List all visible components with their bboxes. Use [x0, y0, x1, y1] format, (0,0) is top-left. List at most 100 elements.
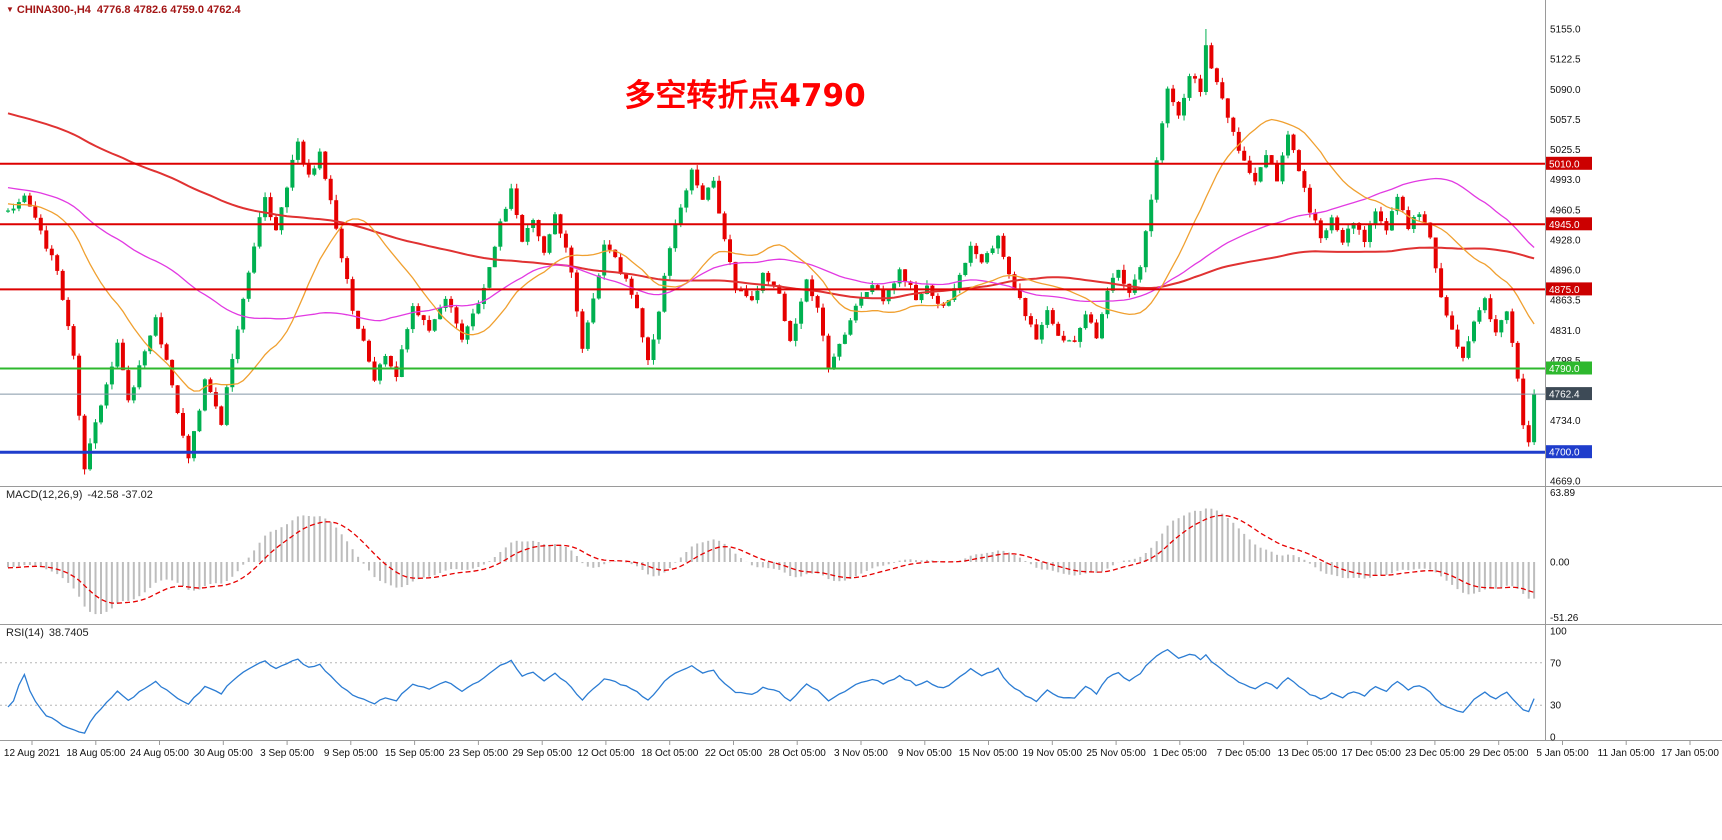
candle-body: [421, 315, 426, 320]
candle-body: [574, 272, 579, 312]
candle-body: [842, 334, 847, 344]
candles: [6, 29, 1537, 475]
time-label: 12 Aug 2021: [4, 748, 61, 759]
candle-body: [1379, 211, 1383, 222]
candle-body: [602, 244, 607, 276]
candle-body: [1231, 117, 1236, 132]
candle-body: [498, 221, 503, 247]
candle-body: [334, 200, 339, 229]
candle-body: [1171, 88, 1176, 103]
candle-body: [1105, 290, 1110, 315]
time-label: 22 Oct 05:00: [705, 748, 763, 759]
candle-body: [399, 349, 404, 377]
candle-body: [481, 287, 486, 304]
candle-body: [788, 321, 793, 341]
candle-body: [1318, 220, 1323, 239]
candle-body: [1477, 310, 1482, 322]
candle-body: [881, 289, 886, 302]
candle-body: [1439, 268, 1444, 298]
candle-body: [1461, 346, 1465, 358]
candle-body: [202, 379, 207, 411]
time-label: 1 Dec 05:00: [1153, 748, 1207, 759]
candle-body: [1121, 269, 1126, 284]
symbol-timeframe: CHINA300-,H4: [16, 4, 91, 16]
candle-body: [542, 236, 547, 253]
macd-tick-label: 63.89: [1550, 488, 1575, 499]
time-label: 3 Sep 05:00: [260, 748, 314, 759]
rsi-value: 38.7405: [48, 627, 89, 639]
candle-body: [656, 311, 661, 340]
candle-body: [919, 294, 924, 301]
candle-body: [859, 297, 864, 306]
candle-body: [328, 178, 333, 201]
candle-body: [82, 415, 87, 470]
candle-body: [1515, 342, 1520, 379]
time-label: 29 Sep 05:00: [512, 748, 572, 759]
candle-body: [1455, 329, 1460, 347]
candle-body: [153, 317, 158, 336]
candle-body: [1023, 298, 1028, 317]
candle-body: [126, 370, 131, 401]
candle-body: [1400, 196, 1405, 211]
candle-body: [443, 298, 448, 308]
candle-body: [1526, 425, 1531, 443]
price-tick-label: 5155.0: [1550, 25, 1581, 36]
candle-body: [1466, 341, 1471, 358]
candle-body: [1061, 335, 1066, 341]
candle-body: [192, 431, 196, 459]
macd-tick-label: -51.26: [1550, 613, 1579, 624]
candle-body: [1242, 150, 1247, 161]
time-label: 15 Nov 05:00: [959, 748, 1019, 759]
time-label: 25 Nov 05:00: [1086, 748, 1146, 759]
candle-body: [1482, 298, 1487, 311]
candle-body: [678, 207, 683, 225]
price-tick-label: 5057.5: [1550, 115, 1581, 126]
pivot-4790-price-label: 4790.0: [1549, 364, 1580, 375]
time-label: 5 Jan 05:00: [1536, 748, 1589, 759]
candle-body: [1203, 45, 1208, 92]
candle-body: [1078, 328, 1083, 342]
time-label: 23 Dec 05:00: [1405, 748, 1465, 759]
time-label: 24 Aug 05:00: [130, 748, 189, 759]
time-axis[interactable]: 12 Aug 2021 18 Aug 05:00 24 Aug 05:00 30 Au…: [4, 741, 1719, 759]
price-axis[interactable]: 5155.0 5122.5 5090.0 5057.5 5025.5 4993.0 4960…: [1546, 25, 1592, 744]
candle-body: [224, 387, 229, 425]
resistance-5010-price-label: 5010.0: [1549, 159, 1580, 170]
candle-body: [1488, 298, 1493, 320]
time-label: 23 Sep 05:00: [449, 748, 509, 759]
candle-body: [646, 337, 650, 361]
candle-body: [864, 292, 869, 298]
candle-body: [350, 279, 355, 311]
candle-body: [1214, 68, 1219, 83]
candle-body: [213, 392, 218, 407]
candle-body: [181, 413, 185, 436]
candle-body: [1368, 224, 1372, 242]
candle-body: [908, 281, 913, 285]
candle-body: [689, 169, 694, 191]
candle-body: [1313, 212, 1318, 221]
candle-body: [55, 255, 60, 271]
candle-body: [1258, 167, 1263, 182]
candle-body: [826, 335, 831, 370]
candle-body: [596, 275, 601, 299]
candle-body: [711, 180, 716, 188]
macd-name: MACD(12,26,9): [6, 489, 83, 501]
candle-body: [1472, 321, 1476, 342]
candle-body: [1127, 283, 1132, 293]
candle-body: [109, 366, 114, 385]
candle-body: [1411, 217, 1416, 229]
collapse-triangle-icon[interactable]: ▼: [6, 5, 14, 14]
candle-body: [695, 169, 700, 186]
candle-body: [520, 215, 525, 242]
candle-body: [372, 361, 377, 381]
candle-body: [509, 188, 514, 209]
macd-signal-line: [7, 514, 1535, 604]
candle-body: [88, 443, 92, 470]
candle-body: [1007, 256, 1011, 275]
candle-body: [990, 248, 995, 253]
candle-body: [837, 343, 842, 357]
candle-body: [219, 406, 224, 425]
candle-body: [1045, 310, 1050, 325]
